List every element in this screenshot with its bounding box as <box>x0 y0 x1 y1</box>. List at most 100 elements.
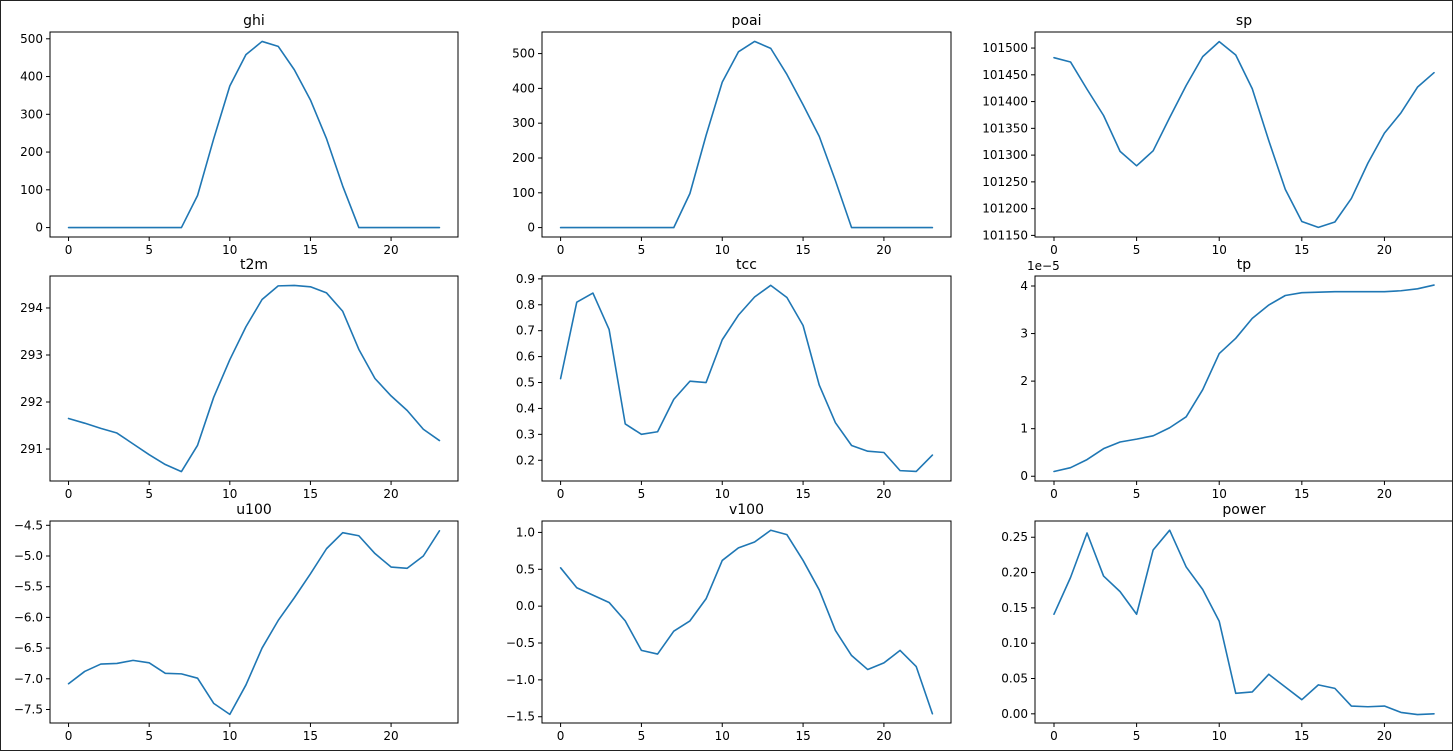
x-tick-label-u100: 0 <box>65 729 73 743</box>
y-tick-label-ghi: 0 <box>35 221 43 235</box>
y-tick-label-tcc: 0.9 <box>516 272 535 286</box>
y-tick-label-v100: −1.5 <box>506 710 535 724</box>
y-tick-label-poai: 200 <box>512 151 535 165</box>
y-tick-label-poai: 500 <box>512 47 535 61</box>
subplot-title-u100: u100 <box>236 502 272 518</box>
axes-frame-t2m <box>49 275 459 482</box>
y-tick-label-power: 0.10 <box>1001 636 1028 650</box>
y-tick-label-u100: −6.0 <box>14 610 43 624</box>
axes-frame-sp <box>1034 31 1452 238</box>
y-tick-label-tp: 2 <box>1020 374 1028 388</box>
y-tick-label-power: 0.05 <box>1001 672 1028 686</box>
subplot-title-power: power <box>1222 502 1266 518</box>
y-tick-label-poai: 100 <box>512 186 535 200</box>
y-tick-label-tcc: 0.5 <box>516 376 535 390</box>
series-line-t2m <box>67 284 441 473</box>
y-tick-label-t2m: 291 <box>20 442 43 456</box>
axes-frame-tp <box>1034 275 1452 482</box>
y-tick-label-poai: 400 <box>512 81 535 95</box>
y-tick-label-power: 0.25 <box>1001 530 1028 544</box>
subplot-u100: u100 0 5 10 15 20 −7.5 −7.0 −6.5 −6.0 −5.5 −5.0 −4.5 <box>14 502 459 743</box>
y-tick-label-u100: −6.5 <box>14 641 43 655</box>
series-line-power <box>1053 529 1435 716</box>
x-tick-label-tp: 10 <box>1212 487 1227 501</box>
y-tick-label-tp: 3 <box>1020 327 1028 341</box>
y-tick-label-v100: 1.0 <box>516 525 535 539</box>
x-tick-label-v100: 15 <box>795 729 810 743</box>
x-tick-label-u100: 5 <box>145 729 153 743</box>
series-line-poai <box>559 40 934 229</box>
y-tick-label-u100: −5.5 <box>14 580 43 594</box>
axes-frame-power <box>1034 520 1452 724</box>
y-tick-label-u100: −5.0 <box>14 549 43 563</box>
subplot-tcc: tcc 0 5 10 15 20 0.2 0.3 0.4 0.5 0.6 0.7 0.8 0.9 <box>516 257 952 501</box>
x-tick-label-sp: 20 <box>1377 243 1392 257</box>
y-tick-label-tp: 4 <box>1020 279 1028 293</box>
x-tick-label-sp: 10 <box>1212 243 1227 257</box>
y-tick-label-poai: 0 <box>527 221 535 235</box>
x-tick-label-poai: 10 <box>715 243 730 257</box>
series-line-ghi <box>67 40 441 229</box>
x-tick-label-tp: 5 <box>1133 487 1141 501</box>
x-tick-label-power: 5 <box>1133 729 1141 743</box>
x-tick-label-sp: 15 <box>1294 243 1309 257</box>
subplot-title-tcc: tcc <box>736 257 757 273</box>
x-tick-label-t2m: 10 <box>222 487 237 501</box>
y-tick-label-sp: 101400 <box>982 95 1028 109</box>
y-tick-label-t2m: 292 <box>20 395 43 409</box>
x-tick-label-tcc: 10 <box>715 487 730 501</box>
series-line-tp <box>1053 284 1435 473</box>
series-line-v100 <box>559 529 934 715</box>
y-tick-label-sp: 101500 <box>982 41 1028 55</box>
x-tick-label-t2m: 15 <box>303 487 318 501</box>
series-line-sp <box>1053 40 1435 229</box>
x-tick-label-ghi: 15 <box>303 243 318 257</box>
x-tick-label-tp: 0 <box>1050 487 1058 501</box>
x-tick-label-power: 0 <box>1050 729 1058 743</box>
y-tick-label-ghi: 500 <box>20 32 43 46</box>
x-tick-label-ghi: 20 <box>383 243 398 257</box>
x-tick-label-v100: 5 <box>638 729 646 743</box>
y-tick-label-u100: −7.5 <box>14 702 43 716</box>
y-tick-label-tcc: 0.6 <box>516 350 535 364</box>
subplot-tp: tp 0 5 10 15 20 0 1 2 3 4 1e−5 <box>1020 257 1452 501</box>
x-tick-label-tcc: 20 <box>876 487 891 501</box>
y-tick-label-sp: 101200 <box>982 202 1028 216</box>
y-tick-label-poai: 300 <box>512 116 535 130</box>
y-tick-label-sp: 101350 <box>982 121 1028 135</box>
x-tick-label-u100: 15 <box>303 729 318 743</box>
y-tick-label-v100: 0.5 <box>516 562 535 576</box>
y-tick-label-tcc: 0.3 <box>516 427 535 441</box>
subplot-title-sp: sp <box>1236 13 1252 29</box>
series-line-tcc <box>559 284 934 473</box>
y-tick-label-sp: 101150 <box>982 228 1028 242</box>
y-tick-label-ghi: 300 <box>20 107 43 121</box>
subplot-sp: sp 0 5 10 15 20 101150 101200 101250 101300 101350… <box>982 13 1452 257</box>
y-tick-label-tcc: 0.2 <box>516 453 535 467</box>
y-tick-label-t2m: 293 <box>20 348 43 362</box>
subplot-t2m: t2m 0 5 10 15 20 291 292 293 294 <box>20 257 459 501</box>
x-tick-label-tcc: 5 <box>638 487 646 501</box>
axes-frame-u100 <box>49 520 459 724</box>
x-tick-label-t2m: 5 <box>145 487 153 501</box>
x-tick-label-tcc: 0 <box>557 487 565 501</box>
y-tick-label-power: 0.15 <box>1001 601 1028 615</box>
x-tick-label-v100: 10 <box>715 729 730 743</box>
y-tick-label-sp: 101450 <box>982 68 1028 82</box>
x-tick-label-tcc: 15 <box>795 487 810 501</box>
subplot-title-v100: v100 <box>729 502 764 518</box>
x-tick-label-power: 20 <box>1377 729 1392 743</box>
x-tick-label-t2m: 20 <box>383 487 398 501</box>
y-tick-label-tcc: 0.8 <box>516 298 535 312</box>
x-tick-label-u100: 10 <box>222 729 237 743</box>
axes-frame-tcc <box>541 275 952 482</box>
y-tick-label-ghi: 400 <box>20 70 43 84</box>
x-tick-label-v100: 0 <box>557 729 565 743</box>
y-tick-label-tcc: 0.7 <box>516 324 535 338</box>
subplot-v100: v100 0 5 10 15 20 −1.5 −1.0 −0.5 0.0 0.5 1.0 <box>506 502 952 743</box>
x-tick-label-sp: 0 <box>1050 243 1058 257</box>
x-tick-label-power: 10 <box>1212 729 1227 743</box>
